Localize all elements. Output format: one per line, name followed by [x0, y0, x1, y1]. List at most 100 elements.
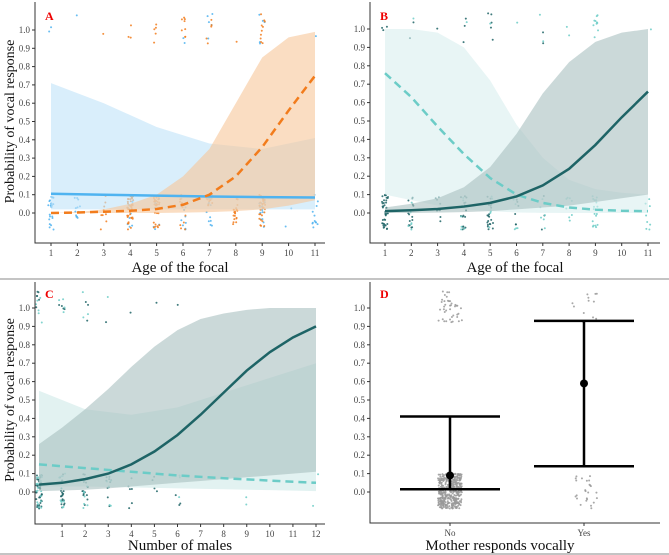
data-point	[179, 502, 182, 505]
data-point	[442, 497, 445, 500]
data-point	[38, 298, 41, 301]
data-point	[442, 506, 445, 509]
data-point	[540, 228, 543, 231]
y-tick-label: 0.7	[354, 79, 366, 89]
data-point	[260, 13, 263, 16]
data-point	[127, 35, 130, 38]
data-point	[444, 482, 447, 485]
data-point	[486, 223, 489, 226]
data-point	[154, 228, 157, 231]
data-point	[61, 493, 64, 496]
data-point	[595, 15, 598, 18]
data-point	[385, 25, 388, 28]
data-point	[442, 475, 445, 478]
data-point	[593, 212, 596, 215]
data-point	[542, 40, 545, 43]
data-point	[182, 37, 185, 40]
data-point	[488, 213, 491, 216]
data-point	[445, 320, 448, 323]
data-point	[440, 477, 443, 480]
data-point	[184, 28, 187, 31]
data-point	[52, 228, 55, 231]
data-point	[454, 480, 457, 483]
data-point	[316, 200, 319, 203]
data-point	[442, 491, 445, 494]
data-point	[450, 504, 453, 507]
y-tick-label: 0.5	[19, 395, 31, 405]
data-point	[443, 499, 446, 502]
data-point	[457, 320, 460, 323]
data-point	[383, 218, 386, 221]
data-point	[442, 503, 445, 506]
panel-label: B	[380, 9, 388, 23]
data-point	[458, 474, 461, 477]
data-point	[449, 308, 452, 311]
data-point	[452, 481, 455, 484]
data-point	[235, 40, 238, 43]
data-point	[155, 301, 158, 304]
data-point	[314, 221, 317, 224]
data-point	[489, 26, 492, 29]
y-tick-label: 0.7	[19, 80, 31, 90]
data-point	[439, 496, 442, 499]
data-point	[590, 504, 593, 507]
data-point	[443, 486, 446, 489]
data-point	[261, 208, 264, 211]
data-point	[381, 219, 384, 222]
y-tick-label: 0.7	[354, 358, 366, 368]
data-point	[60, 503, 63, 506]
data-point	[458, 491, 461, 494]
y-tick-label: 0.9	[19, 43, 31, 53]
x-tick-label: 5	[154, 248, 159, 258]
data-point	[565, 25, 568, 28]
y-tick-label: 0.8	[19, 62, 31, 72]
x-tick-label: 7	[198, 529, 203, 539]
data-point	[595, 497, 598, 500]
data-point	[491, 38, 494, 41]
data-point	[314, 35, 317, 38]
data-point	[585, 499, 588, 502]
data-point	[261, 25, 264, 28]
data-point	[206, 42, 209, 45]
data-point	[62, 500, 65, 503]
data-point	[594, 224, 597, 227]
data-point	[408, 220, 411, 223]
data-point	[233, 218, 236, 221]
data-point	[444, 490, 447, 493]
data-point	[37, 291, 40, 294]
y-tick-label: 0.6	[354, 98, 366, 108]
y-tick-label: 0.8	[354, 61, 366, 71]
data-point	[460, 225, 463, 228]
data-point	[35, 474, 38, 477]
data-point	[58, 304, 61, 307]
data-point	[36, 501, 39, 504]
data-point	[580, 477, 583, 480]
x-tick-label: 9	[245, 529, 250, 539]
data-point	[179, 224, 182, 227]
data-point	[382, 222, 385, 225]
data-point	[184, 228, 187, 231]
data-point	[155, 23, 158, 26]
y-tick-label: 0.1	[19, 469, 30, 479]
data-point	[543, 227, 546, 230]
data-point	[448, 291, 451, 294]
data-point	[259, 37, 262, 40]
data-point	[316, 223, 319, 226]
data-point	[575, 475, 578, 478]
data-point	[63, 306, 66, 309]
data-point	[463, 227, 466, 230]
fitted-line-dark	[384, 90, 649, 213]
panel-label: C	[45, 287, 54, 301]
data-point	[260, 224, 263, 227]
data-point	[571, 302, 574, 305]
x-tick-label: 2	[75, 248, 80, 258]
x-tick-label: 9	[593, 248, 598, 258]
data-point	[47, 204, 50, 207]
data-point	[459, 307, 462, 310]
x-tick-label: 4	[462, 248, 467, 258]
data-point	[445, 295, 448, 298]
data-point	[99, 228, 102, 231]
x-tick-label: 10	[265, 529, 275, 539]
data-point	[450, 499, 453, 502]
